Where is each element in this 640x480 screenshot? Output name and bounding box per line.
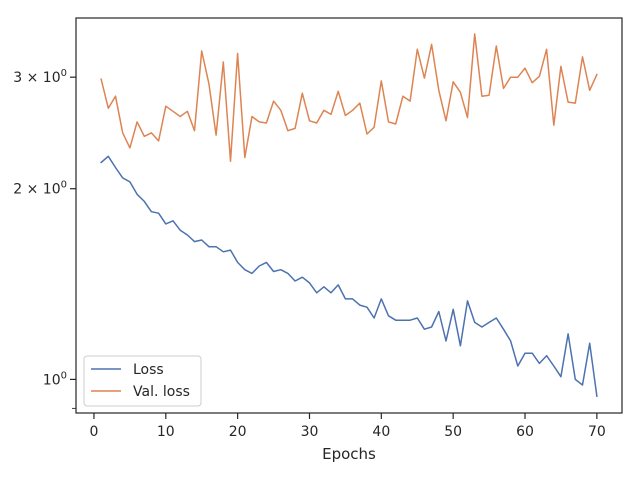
series-layer (100, 33, 598, 398)
y-tick-label-exponent: 0 (61, 68, 67, 79)
plot-frame (75, 17, 623, 414)
x-tick-label: 0 (89, 424, 98, 440)
plot-area-background (76, 18, 622, 413)
x-tick-label: 20 (229, 424, 247, 440)
x-tick-label: 10 (157, 424, 175, 440)
y-tick-label: 2 × 100 (13, 180, 67, 198)
y-tick-label-base: 2 × 10 (13, 182, 60, 198)
x-tick-label: 40 (372, 424, 390, 440)
x-tick-label: 70 (588, 424, 606, 440)
y-tick-label: 3 × 100 (13, 68, 67, 86)
x-tick-label: 60 (516, 424, 534, 440)
y-tick-label-exponent: 0 (61, 370, 67, 381)
series-line-loss (100, 155, 598, 398)
y-tick-label: 100 (43, 370, 67, 388)
y-tick-label-exponent: 0 (61, 180, 67, 191)
legend-label-loss: Loss (133, 362, 164, 378)
x-tick-label: 30 (301, 424, 319, 440)
y-tick-label-base: 3 × 10 (13, 70, 60, 86)
y-tick-label-base: 10 (43, 372, 61, 388)
legend: Loss Val. loss (83, 355, 202, 407)
legend-label-val-loss: Val. loss (133, 384, 190, 400)
x-axis: 0 10 20 30 40 50 60 70 (89, 413, 606, 440)
x-tick-label: 50 (444, 424, 462, 440)
series-line-val-loss (100, 33, 598, 162)
x-axis-label: Epochs (322, 445, 376, 463)
